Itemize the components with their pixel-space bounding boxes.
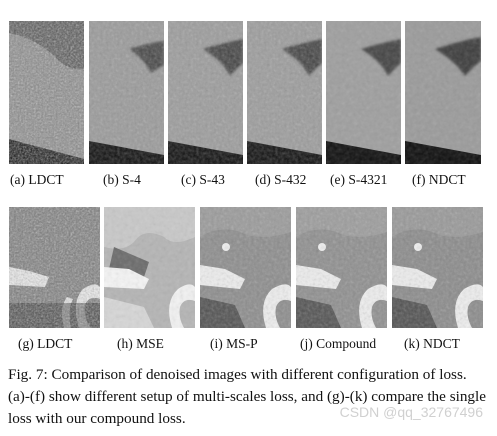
panel-c-label: (c) S-43	[181, 172, 225, 187]
panel-f-ndct-image	[405, 21, 481, 164]
panel-g-label: (g) LDCT	[18, 336, 73, 351]
panel-b-label: (b) S-4	[103, 172, 141, 187]
panel-e-s4321-image	[326, 21, 401, 164]
csdn-watermark: CSDN @qq_32767496	[339, 404, 483, 420]
panel-h-mse-image	[104, 207, 195, 328]
panel-b-s4-image	[89, 21, 164, 164]
panel-h-label: (h) MSE	[117, 336, 164, 351]
panel-d-s432-image	[247, 21, 322, 164]
panel-d-label: (d) S-432	[255, 172, 307, 187]
figure-caption: Fig. 7: Comparison of denoised images wi…	[8, 366, 486, 427]
panel-k-ndct-image	[392, 207, 483, 328]
panel-c-s43-image	[168, 21, 243, 164]
panel-i-label: (i) MS-P	[210, 336, 258, 351]
panel-j-label: (j) Compound	[300, 336, 377, 351]
panel-a-label: (a) LDCT	[10, 172, 64, 187]
panel-g-ldct-image	[9, 207, 100, 328]
panel-e-label: (e) S-4321	[330, 172, 388, 187]
panel-f-label: (f) NDCT	[412, 172, 466, 187]
panel-j-compound-image	[296, 207, 387, 328]
panel-a-ldct-image	[9, 21, 84, 164]
panel-i-msp-image	[200, 207, 291, 328]
panel-k-label: (k) NDCT	[404, 336, 460, 351]
